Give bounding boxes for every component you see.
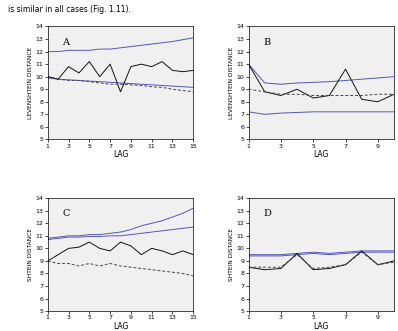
Text: D: D bbox=[263, 210, 271, 218]
X-axis label: LAG: LAG bbox=[314, 322, 329, 331]
X-axis label: LAG: LAG bbox=[113, 322, 128, 331]
Y-axis label: SHTEIN DISTANCE: SHTEIN DISTANCE bbox=[28, 228, 33, 281]
X-axis label: LAG: LAG bbox=[113, 150, 128, 159]
Y-axis label: LEVENSHTEIN DISTANCE: LEVENSHTEIN DISTANCE bbox=[229, 47, 234, 119]
Y-axis label: LEVENSHTEIN DISTANCE: LEVENSHTEIN DISTANCE bbox=[28, 47, 33, 119]
Text: B: B bbox=[263, 38, 270, 47]
Text: C: C bbox=[62, 210, 70, 218]
Text: A: A bbox=[62, 38, 69, 47]
Text: is similar in all cases (Fig. 1.11).: is similar in all cases (Fig. 1.11). bbox=[8, 5, 131, 14]
Y-axis label: SHTEIN DISTANCE: SHTEIN DISTANCE bbox=[229, 228, 234, 281]
X-axis label: LAG: LAG bbox=[314, 150, 329, 159]
